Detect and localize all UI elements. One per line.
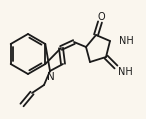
Text: N: N (47, 72, 55, 82)
Text: O: O (97, 12, 105, 22)
Text: NH: NH (118, 67, 133, 77)
Text: NH: NH (119, 36, 134, 46)
